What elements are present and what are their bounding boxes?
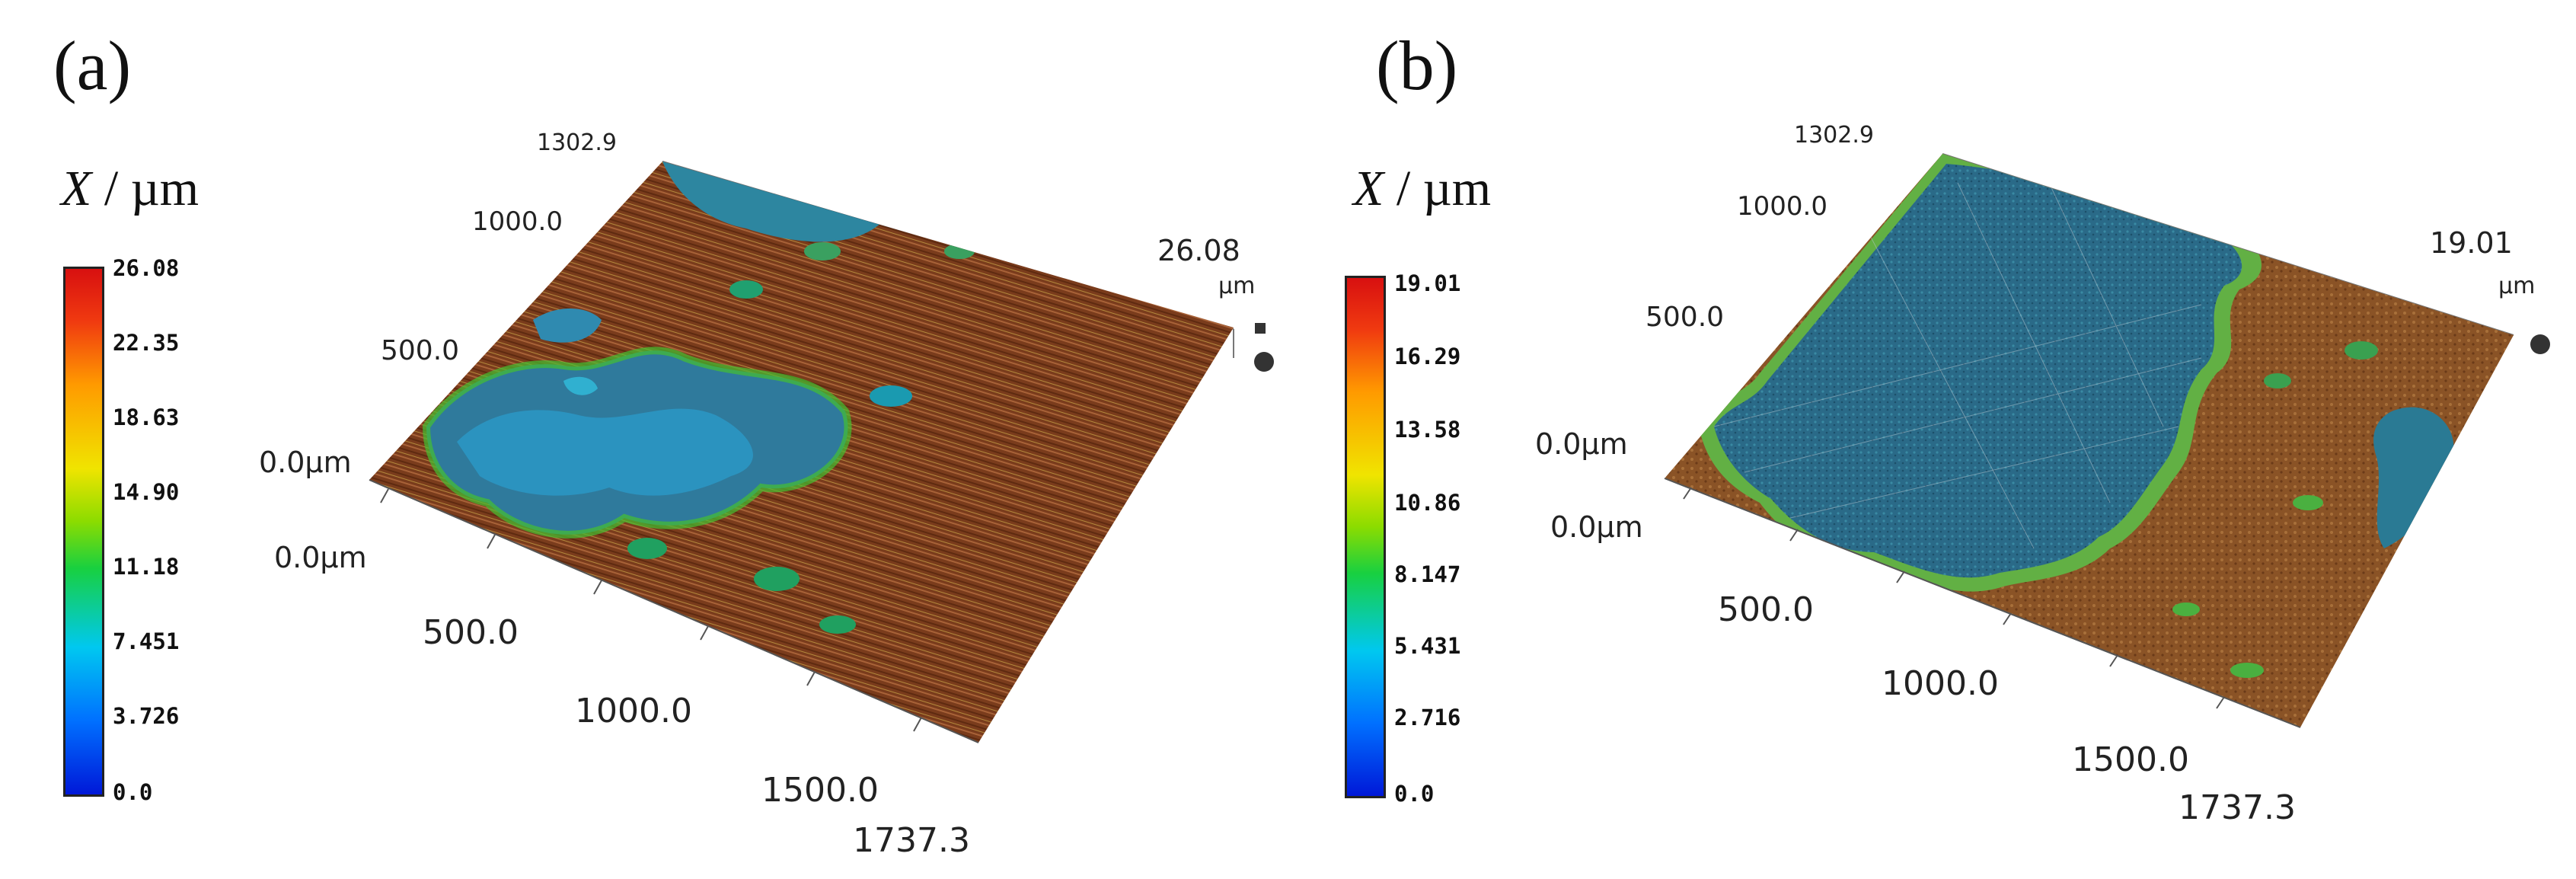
z-axis-unit: µm (1218, 273, 1255, 299)
x-axis-label: 1000.0 (1882, 664, 1999, 703)
colorbar-tick: 19.01 (1394, 270, 1461, 296)
colorbar-tick: 0.0 (1394, 781, 1435, 807)
panel-label: (b) (1376, 27, 1458, 104)
colorbar-tick: 10.86 (1394, 490, 1461, 516)
view-handle-icon (2530, 334, 2550, 354)
quantity-symbol: X (1353, 161, 1384, 216)
colorbar-tick: 26.08 (113, 255, 180, 281)
colorbar-tick: 2.716 (1394, 705, 1461, 730)
panel-label: (a) (53, 27, 132, 104)
x-axis-label: 1500.0 (761, 771, 879, 810)
z-axis-max: 19.01 (2430, 226, 2513, 260)
colorbar-tick: 8.147 (1394, 561, 1461, 587)
colorbar-tick: 13.58 (1394, 417, 1461, 443)
colorbar-tick: 16.29 (1394, 344, 1461, 369)
quantity-unit: / µm (104, 161, 200, 216)
y-axis-label: 1302.9 (1794, 122, 1874, 149)
colorbar-tick: 11.18 (113, 554, 180, 580)
y-axis-label: 0.0µm (259, 446, 352, 479)
surface-blue-regions (1699, 154, 2454, 678)
colorbar (1345, 276, 1386, 798)
z-axis-max: 26.08 (1157, 234, 1240, 267)
y-axis-label: 1000.0 (472, 206, 563, 237)
x-axis-label: 1737.3 (853, 821, 970, 860)
x-axis-label: 500.0 (423, 613, 519, 652)
surface-plot-a: 1302.9 1000.0 500.0 0.0µm 0.0µm 500.0 10… (259, 129, 1274, 860)
y-axis-label: 0.0µm (1535, 427, 1628, 461)
panel-a: (a) X / µm 26.08 22.35 18.63 14.90 11.18… (53, 27, 1274, 860)
colorbar-tick: 0.0 (113, 779, 153, 805)
y-axis-label: 500.0 (381, 335, 459, 366)
y-axis-label: 1000.0 (1737, 191, 1827, 222)
colorbar-tick: 14.90 (113, 479, 180, 505)
colorbar-tick: 3.726 (113, 703, 180, 729)
colorbar-tick: 22.35 (113, 330, 180, 356)
colorbar-quantity-label: X / µm (1353, 164, 1491, 214)
y-axis-label: 500.0 (1646, 302, 1724, 333)
colorbar-tick: 18.63 (113, 404, 180, 430)
x-axis-label: 1737.3 (2179, 788, 2296, 827)
colorbar (63, 267, 104, 797)
view-handle-icon (1255, 323, 1266, 334)
y-axis-label: 1302.9 (537, 129, 617, 156)
colorbar-tick: 7.451 (113, 628, 180, 654)
x-axis-label: 1000.0 (575, 692, 692, 730)
view-handle-icon (1254, 352, 1274, 372)
quantity-symbol: X (61, 161, 92, 216)
panel-b: (b) X / µm 19.01 16.29 13.58 10.86 8.147… (1288, 0, 2576, 879)
surface-grid (1713, 182, 2202, 549)
surface-plot-b: 1302.9 1000.0 500.0 0.0µm 0.0µm 500.0 10… (1535, 122, 2550, 827)
surface-blue-regions (422, 161, 975, 634)
colorbar-tick: 5.431 (1394, 633, 1461, 659)
x-axis-ticks (1664, 478, 2301, 728)
x-axis-label: 0.0µm (274, 541, 367, 574)
x-axis-ticks (369, 479, 979, 743)
z-axis-unit: µm (2498, 273, 2535, 299)
x-axis-label: 0.0µm (1550, 510, 1643, 544)
colorbar-quantity-label: X / µm (61, 164, 199, 214)
x-axis-label: 1500.0 (2072, 740, 2189, 779)
quantity-unit: / µm (1396, 161, 1492, 216)
x-axis-label: 500.0 (1718, 590, 1814, 629)
